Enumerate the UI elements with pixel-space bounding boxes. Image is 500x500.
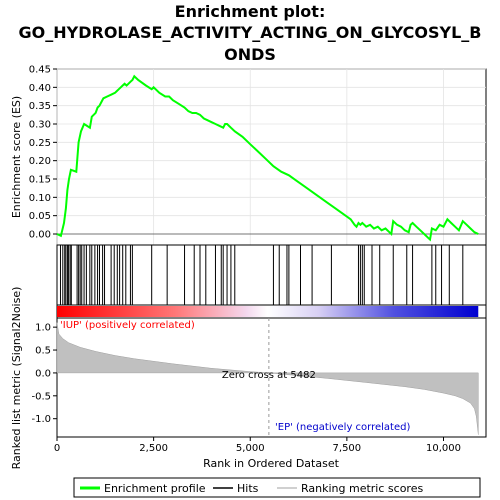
- metric-y-ticks: -1.0 -0.5 0.0 0.5 1.0: [31, 323, 57, 425]
- x-axis-title: Rank in Ordered Dataset: [203, 457, 340, 470]
- zero-cross-label: Zero cross at 5482: [222, 370, 316, 381]
- title-line-1: Enrichment plot:: [175, 2, 326, 21]
- title-line-3: ONDS: [224, 45, 276, 64]
- x-tick-label: 5,000: [236, 443, 265, 454]
- es-ytick-label: 0.00: [29, 230, 51, 241]
- es-ytick-label: 0.35: [29, 101, 51, 112]
- es-ytick-label: 0.20: [29, 156, 51, 167]
- es-ytick-label: 0.05: [29, 211, 51, 222]
- negative-label: 'EP' (negatively correlated): [275, 422, 410, 433]
- es-ytick-label: 0.40: [29, 83, 51, 94]
- x-tick-label: 7,500: [333, 443, 362, 454]
- ranking-metric-area: [56, 322, 479, 435]
- es-ytick-label: 0.45: [29, 65, 51, 76]
- x-ticks: 0 2,500 5,000 7,500 10,000: [54, 437, 461, 454]
- legend-label-metric: Ranking metric scores: [301, 482, 423, 495]
- es-ytick-label: 0.10: [29, 193, 51, 204]
- metric-ylabel: Ranked list metric (Signal2Noise): [10, 287, 23, 470]
- metric-ytick-label: 0.5: [35, 346, 51, 357]
- metric-ytick-label: -0.5: [31, 391, 51, 402]
- x-tick-label: 2,500: [139, 443, 168, 454]
- es-y-ticks: 0.00 0.05 0.10 0.15 0.20 0.25 0.30 0.35 0.40 0.45: [29, 65, 57, 241]
- es-ytick-label: 0.15: [29, 175, 51, 186]
- rank-gradient-bar: [57, 306, 479, 317]
- legend: Enrichment profile Hits Ranking metric s…: [73, 477, 481, 498]
- es-ylabel: Enrichment score (ES): [10, 96, 23, 218]
- metric-ytick-label: 0.0: [35, 368, 51, 379]
- chart-title: Enrichment plot: GO_HYDROLASE_ACTIVITY_A…: [19, 2, 482, 64]
- es-curve: [56, 74, 479, 242]
- positive-label: 'IUP' (positively correlated): [60, 320, 195, 331]
- metric-ytick-label: -1.0: [31, 414, 51, 425]
- hits-panel-frame: [56, 244, 487, 306]
- hit-markers: [59, 245, 464, 305]
- metric-ytick-label: 1.0: [35, 323, 51, 334]
- es-ytick-label: 0.25: [29, 138, 51, 149]
- legend-label-enrichment: Enrichment profile: [104, 482, 206, 495]
- es-panel-frame: [56, 68, 487, 246]
- es-ytick-label: 0.30: [29, 120, 51, 131]
- x-tick-label: 10,000: [426, 443, 461, 454]
- title-line-2: GO_HYDROLASE_ACTIVITY_ACTING_ON_GLYCOSYL…: [19, 23, 482, 42]
- legend-label-hits: Hits: [237, 482, 259, 495]
- x-tick-label: 0: [54, 443, 60, 454]
